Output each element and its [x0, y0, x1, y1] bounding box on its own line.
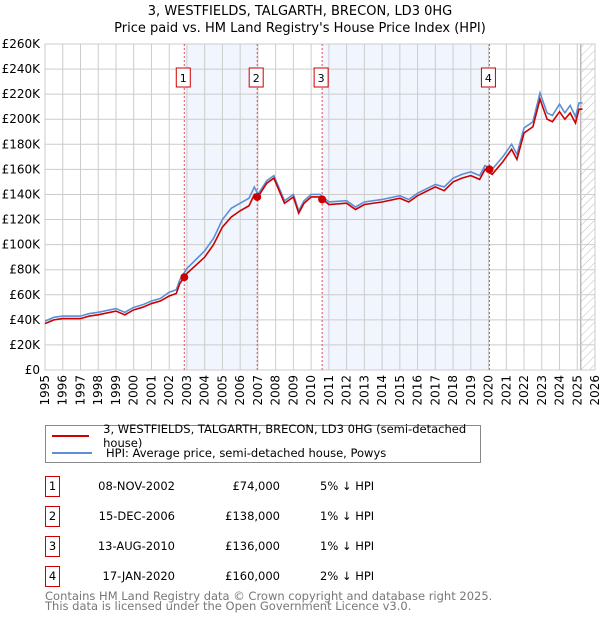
x-tick-label: 2011	[322, 375, 336, 406]
y-tick-label: £160K	[2, 162, 42, 176]
x-tick-label: 2020	[482, 375, 496, 406]
legend-item-property: 3, WESTFIELDS, TALGARTH, BRECON, LD3 0HG…	[46, 422, 480, 450]
sale-marker-box	[313, 67, 329, 88]
x-tick-label: 2006	[233, 375, 247, 406]
x-tick-label: 2023	[535, 375, 549, 406]
sale-price: £136,000	[225, 539, 280, 553]
x-tick-label: 2018	[446, 375, 460, 406]
y-tick-label: £120K	[2, 213, 42, 227]
sale-date: 15-DEC-2006	[98, 509, 175, 523]
x-tick-label: 2026	[588, 375, 600, 406]
legend-label: 3, WESTFIELDS, TALGARTH, BRECON, LD3 0HG…	[103, 422, 467, 450]
sale-marker-label: 4	[485, 72, 492, 85]
sale-price: £74,000	[232, 479, 280, 493]
plot-area: £0 £20K £40K £60K £80K £100K £120K £140K £160K £1…	[2, 37, 600, 406]
x-tick-label: 1999	[109, 375, 123, 406]
y-tick-label: £20K	[9, 338, 41, 352]
plot-border	[44, 43, 596, 371]
y-tick-label: £80K	[9, 263, 41, 277]
sale-row: 3 13-AUG-2010 £136,000 1% ↓ HPI	[45, 536, 445, 557]
x-tick-label: 2024	[553, 375, 567, 406]
sale-number-badge: 3	[45, 536, 60, 557]
x-tick-label: 1996	[56, 375, 70, 406]
x-tick-label: 2022	[517, 375, 531, 406]
legend: 3, WESTFIELDS, TALGARTH, BRECON, LD3 0HG…	[45, 422, 481, 463]
sale-number-badge: 4	[45, 566, 60, 587]
x-tick-label: 2013	[357, 375, 371, 406]
y-tick-label: £220K	[2, 87, 42, 101]
chart-title: 3, WESTFIELDS, TALGARTH, BRECON, LD3 0HG	[147, 4, 453, 19]
x-tick-label: 2016	[411, 375, 425, 406]
y-tick-label: £140K	[2, 187, 42, 201]
sale-marker-box	[175, 67, 191, 88]
hpi-line	[44, 90, 583, 322]
chart-subtitle: Price paid vs. HM Land Registry's House …	[114, 21, 486, 36]
x-tick-label: 2017	[428, 375, 442, 406]
sale-number-badge: 1	[45, 476, 60, 497]
footer-copyright: Contains HM Land Registry data © Crown c…	[45, 589, 493, 603]
sale-number-badge: 2	[45, 506, 60, 527]
x-tick-label: 2004	[198, 375, 212, 406]
x-tick-label: 2000	[127, 375, 141, 406]
sale-marker-box	[480, 67, 496, 88]
shaded-period	[322, 44, 490, 370]
legend-swatch-red	[52, 435, 90, 437]
y-tick-label: £0	[25, 363, 40, 377]
x-tick-label: 2019	[464, 375, 478, 406]
x-tick-label: 2025	[570, 375, 584, 406]
x-tick-label: 2009	[286, 375, 300, 406]
x-tick-label: 2008	[269, 375, 283, 406]
y-tick-label: £260K	[2, 37, 42, 51]
sale-marker-label: 2	[253, 72, 260, 85]
legend-item-hpi: HPI: Average price, semi-detached house,…	[46, 445, 386, 461]
sale-price: £138,000	[225, 509, 280, 523]
sale-price: £160,000	[225, 569, 280, 583]
y-tick-label: £100K	[2, 238, 42, 252]
shaded-period	[184, 44, 258, 370]
sale-row: 1 08-NOV-2002 £74,000 5% ↓ HPI	[45, 476, 445, 497]
sale-row: 2 15-DEC-2006 £138,000 1% ↓ HPI	[45, 506, 445, 527]
footer-licence: This data is licensed under the Open Gov…	[45, 599, 412, 613]
legend-swatch-blue	[52, 452, 92, 454]
sale-hpi-diff: 1% ↓ HPI	[320, 509, 375, 523]
sale-date: 08-NOV-2002	[98, 479, 175, 493]
x-tick-label: 1998	[91, 375, 105, 406]
sale-point	[180, 273, 189, 282]
x-tick-label: 2005	[215, 375, 229, 406]
x-tick-label: 1995	[38, 375, 52, 406]
sale-marker-label: 3	[318, 72, 325, 85]
sale-marker-label: 1	[180, 72, 187, 85]
x-tick-label: 2003	[180, 375, 194, 406]
x-tick-label: 2002	[162, 375, 176, 406]
sale-marker-box	[248, 67, 264, 88]
x-tick-label: 2021	[499, 375, 513, 406]
y-tick-label: £60K	[9, 288, 41, 302]
x-tick-label: 1997	[73, 375, 87, 406]
y-tick-label: £240K	[2, 62, 42, 76]
sale-date: 17-JAN-2020	[102, 569, 176, 583]
sale-point	[253, 192, 262, 201]
x-tick-label: 2007	[251, 375, 265, 406]
x-tick-label: 2014	[375, 375, 389, 406]
sale-hpi-diff: 2% ↓ HPI	[320, 569, 375, 583]
legend-label: HPI: Average price, semi-detached house,…	[106, 446, 387, 460]
sale-point	[485, 165, 494, 174]
x-tick-label: 2012	[340, 375, 354, 406]
y-tick-label: £200K	[2, 112, 42, 126]
sale-row: 4 17-JAN-2020 £160,000 2% ↓ HPI	[45, 566, 445, 587]
future-hatch	[580, 44, 595, 370]
sale-point	[318, 195, 327, 204]
sale-date: 13-AUG-2010	[97, 539, 175, 553]
sale-hpi-diff: 5% ↓ HPI	[320, 479, 375, 493]
x-tick-label: 2010	[304, 375, 318, 406]
sale-hpi-diff: 1% ↓ HPI	[320, 539, 375, 553]
x-tick-label: 2015	[393, 375, 407, 406]
x-tick-label: 2001	[144, 375, 158, 406]
price-paid-line	[44, 96, 583, 325]
y-tick-label: £40K	[9, 313, 41, 327]
y-tick-label: £180K	[2, 137, 42, 151]
